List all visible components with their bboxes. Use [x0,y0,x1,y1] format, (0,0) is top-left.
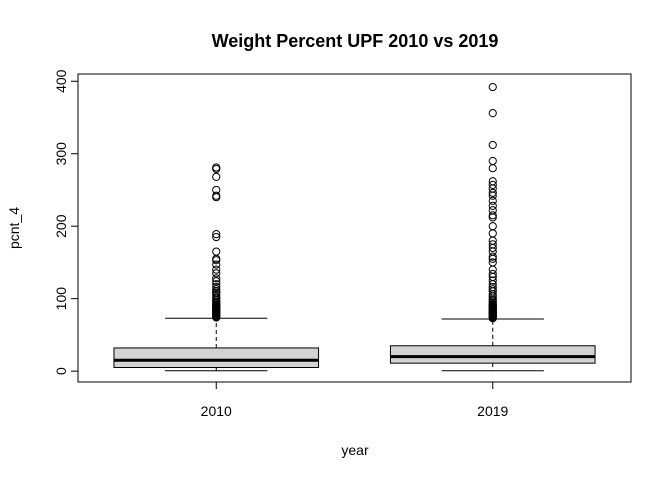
box-2010 [113,163,320,372]
outlier-point [488,285,497,294]
outlier-point [488,211,497,220]
chart-title: Weight Percent UPF 2010 vs 2019 [212,31,499,51]
y-axis: 0 100 200 300 400 [53,69,79,375]
y-tick-label: 300 [53,142,69,166]
outlier-point [488,240,497,249]
outlier-point [488,282,497,292]
iqr-box [113,347,320,369]
outlier-point [212,247,221,256]
y-tick-label: 400 [53,69,69,93]
outlier-point [488,252,497,261]
outlier-point [212,293,221,302]
outlier-point [488,188,497,197]
outlier-point [212,280,221,289]
outlier-point [212,191,221,200]
outlier-point [212,265,221,274]
x-tick-label: 2019 [477,403,508,419]
plot-frame [77,73,632,383]
y-axis-label: pcnt_4 [6,207,22,249]
iqr-box [389,345,596,364]
outlier-point [488,177,497,186]
outlier-point [488,269,497,279]
outlier-point [212,172,221,182]
outlier-point [212,163,221,172]
outlier-point [212,277,221,286]
outlier-point [212,260,221,269]
outlier-point [212,230,221,239]
outlier-point [212,232,221,242]
outlier-point [212,282,221,292]
outlier-point [488,140,497,150]
outlier-point [488,164,497,173]
outlier-point [488,206,497,215]
outlier-point [488,222,497,231]
outlier-point [488,109,497,118]
outlier-point [488,196,497,205]
y-tick-label: 100 [53,287,69,311]
outlier-point [212,274,221,283]
outlier-point [488,180,497,189]
outlier-point [488,229,497,238]
y-tick-label: 0 [53,367,69,375]
x-tick-label: 2010 [201,403,232,419]
box-2019 [389,82,596,372]
x-axis: 2010 2019 [201,382,509,419]
outlier-point [488,258,497,267]
outlier-point [488,82,497,92]
y-tick-label: 200 [53,214,69,238]
outlier-point [212,290,221,300]
outlier-point [488,156,497,166]
x-axis-label: year [341,442,369,458]
outlier-point [488,265,497,274]
outlier-point [488,201,497,210]
outlier-point [488,276,497,285]
outlier-point [212,185,221,195]
outlier-point [212,269,221,278]
outlier-point [212,285,221,294]
boxes-group [113,82,596,372]
